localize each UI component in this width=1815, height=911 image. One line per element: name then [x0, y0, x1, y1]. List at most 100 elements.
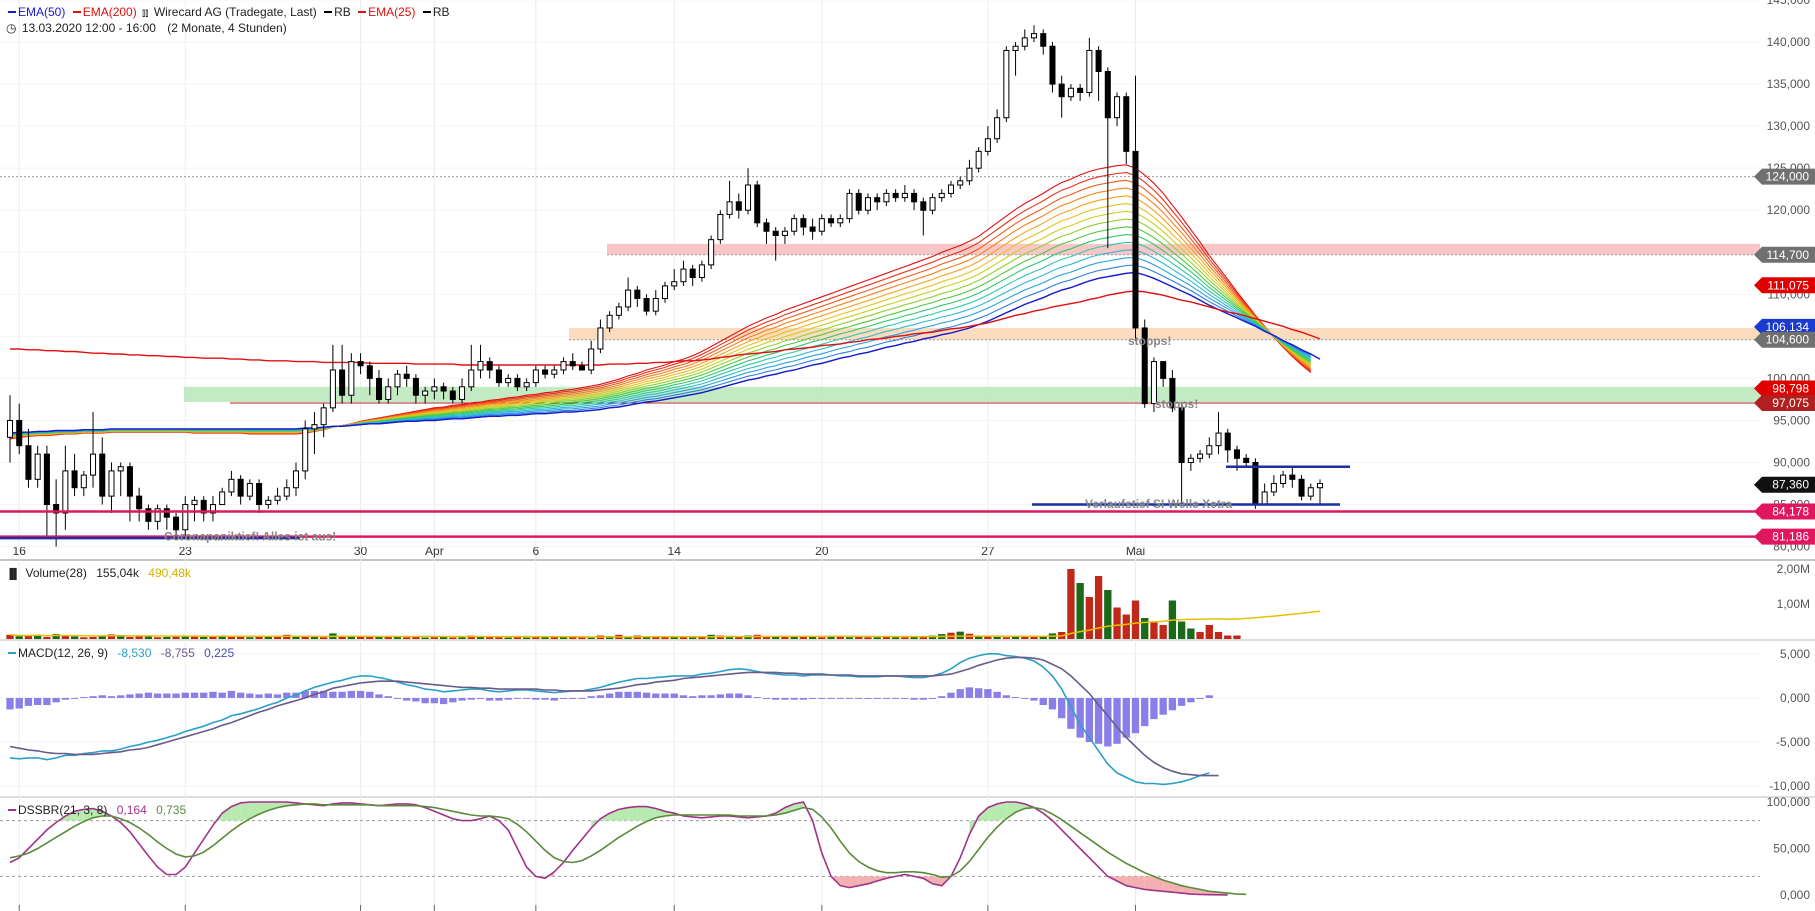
- macd-histogram-bar: [458, 697, 466, 701]
- volume-bar: [550, 637, 558, 639]
- candle-body: [1067, 87, 1074, 98]
- candle-body: [745, 184, 752, 211]
- dss-oversold-fill: [867, 876, 878, 884]
- candle-body: [237, 478, 244, 497]
- candle-body: [200, 499, 207, 514]
- volume-bar: [449, 637, 457, 639]
- volume-bar: [43, 636, 51, 639]
- volume-bar: [845, 637, 854, 639]
- macd-histogram-bar: [587, 696, 595, 698]
- volume-bar: [236, 636, 245, 639]
- candle-body: [1114, 96, 1121, 119]
- macd-histogram-bar: [753, 697, 761, 699]
- macd-histogram-bar: [384, 696, 392, 698]
- candle-body: [781, 230, 788, 236]
- macd-signal-value: -8,755: [160, 646, 195, 660]
- candle-body: [883, 192, 890, 203]
- macd-histogram-bar: [218, 692, 226, 698]
- volume-bar: [292, 635, 300, 639]
- price-axis-label: 140,000: [1767, 35, 1811, 49]
- macd-histogram-bar: [1058, 697, 1066, 719]
- macd-histogram-bar: [845, 697, 854, 699]
- ema25-label[interactable]: EMA(25): [368, 5, 416, 19]
- volume-bar: [855, 636, 863, 639]
- rb1-swatch: [324, 10, 333, 13]
- candle-body: [929, 197, 936, 211]
- candle-body: [274, 495, 281, 501]
- price-badge: 114,700: [1754, 246, 1815, 263]
- price-badge-text: 84,178: [1772, 504, 1809, 518]
- volume-bar: [670, 637, 678, 639]
- candle-body: [975, 150, 982, 169]
- volume-bar: [80, 637, 88, 639]
- macd-histogram-bar: [135, 693, 143, 698]
- dss-label[interactable]: DSSBR(21, 3, 8): [18, 803, 108, 817]
- ema200-label[interactable]: EMA(200): [82, 5, 137, 19]
- macd-histogram-bar: [338, 691, 346, 698]
- candle-body: [1003, 49, 1010, 119]
- macd-histogram-bar: [70, 697, 79, 699]
- macd-label[interactable]: MACD(12, 26, 9): [18, 646, 109, 660]
- rainbow-ema-line: [9, 257, 1312, 435]
- price-legend: EMA(50) EMA(200) ⫾⫾ Wirecard AG (Tradega…: [6, 5, 451, 21]
- volume-label[interactable]: Volume(28): [25, 566, 87, 580]
- volume-bar: [1113, 607, 1121, 639]
- macd-swatch: [8, 651, 16, 654]
- candle-body: [412, 377, 419, 396]
- candle-body: [994, 117, 1001, 140]
- macd-histogram-bar: [1177, 697, 1186, 706]
- macd-histogram-bar: [144, 692, 153, 698]
- macd-histogram-bar: [799, 697, 808, 700]
- x-tick-label: 14: [668, 544, 682, 558]
- dss-overbought-fill: [222, 806, 232, 821]
- macd-histogram-bar: [255, 694, 263, 698]
- macd-histogram-bar: [744, 695, 752, 698]
- volume-bar: [439, 636, 448, 639]
- dss-overbought-fill: [1015, 802, 1025, 813]
- volume-bar: [1150, 621, 1158, 639]
- candle-body: [615, 306, 622, 316]
- volume-bar: [181, 636, 189, 639]
- candle-body: [726, 201, 733, 215]
- volume-bar: [689, 637, 697, 639]
- support-zone-green: [184, 386, 1760, 402]
- rb1-label[interactable]: RB: [334, 5, 351, 19]
- candle-body: [449, 390, 456, 400]
- candle-body: [403, 373, 410, 379]
- rb2-label[interactable]: RB: [432, 5, 450, 19]
- ema50-label[interactable]: EMA(50): [18, 5, 66, 19]
- candle-body: [717, 213, 724, 241]
- macd-histogram-bar: [393, 697, 402, 699]
- instrument-label[interactable]: Wirecard AG (Tradegate, Last): [153, 5, 317, 19]
- volume-average: 490,48k: [148, 566, 191, 580]
- macd-histogram-bar: [43, 697, 51, 705]
- macd-histogram-bar: [163, 693, 171, 698]
- macd-histogram-bar: [652, 693, 660, 698]
- candle-body: [71, 470, 78, 489]
- volume-bar: [347, 636, 356, 639]
- volume-bar: [587, 637, 595, 639]
- candle-body: [505, 377, 512, 384]
- macd-histogram-bar: [864, 697, 872, 699]
- x-tick-label: Mai: [1126, 544, 1145, 558]
- volume-bar: [993, 636, 1001, 639]
- price-badge-shape: [1754, 528, 1815, 545]
- period-range: 13.03.2020 12:00 - 16:00: [21, 21, 156, 35]
- candle-body: [339, 369, 346, 396]
- volume-bar: [218, 635, 226, 639]
- macd-histogram-bar: [403, 697, 411, 701]
- candle-body: [532, 369, 539, 384]
- macd-histogram-bar: [181, 692, 189, 698]
- candle-body: [1307, 487, 1314, 497]
- volume-bar: [781, 636, 789, 639]
- macd-histogram-bar: [15, 697, 23, 709]
- macd-histogram-bar: [227, 690, 236, 698]
- candle-body: [108, 470, 115, 497]
- volume-bar: [1214, 632, 1223, 639]
- candle-body: [938, 192, 945, 199]
- volume-bar: [135, 635, 143, 639]
- candle-body: [283, 487, 290, 497]
- price-badge: 124,000: [1754, 168, 1815, 185]
- candle-body: [911, 192, 918, 203]
